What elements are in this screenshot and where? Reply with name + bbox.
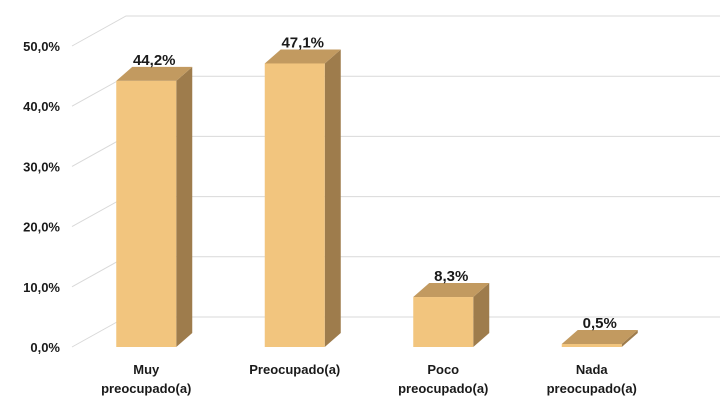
- bar-side: [621, 329, 638, 347]
- x-tick-line: preocupado(a): [547, 381, 637, 396]
- bar-side: [324, 49, 341, 347]
- x-tick-line: Preocupado(a): [249, 362, 340, 377]
- x-tick-label: Preocupado(a): [249, 362, 340, 377]
- bar-top: [413, 283, 490, 298]
- bar: [413, 283, 490, 347]
- x-tick-label: Nada preocupado(a): [547, 362, 637, 396]
- y-tick-label: 10,0%: [23, 280, 60, 295]
- x-axis-ticks: Muy preocupado(a) Preocupado(a) Poco preocup…: [101, 362, 637, 396]
- bar-side: [473, 283, 490, 347]
- y-tick-label: 0,0%: [30, 340, 60, 355]
- data-label: 8,3%: [434, 268, 468, 285]
- data-labels: 44,2% 47,1% 8,3% 0,5%: [133, 34, 617, 332]
- gridline: [71, 15, 720, 47]
- x-tick-label: Poco preocupado(a): [398, 362, 488, 396]
- bar: [264, 49, 341, 347]
- bar: [561, 329, 638, 347]
- data-label: 47,1%: [281, 34, 324, 51]
- x-tick-line: Muy: [133, 362, 160, 377]
- bar-front: [116, 80, 177, 347]
- bar-top: [116, 66, 193, 81]
- x-tick-line: preocupado(a): [101, 381, 191, 396]
- y-tick-label: 50,0%: [23, 39, 60, 54]
- bar: [116, 66, 193, 347]
- bar-top: [264, 49, 341, 64]
- x-tick-line: Poco: [427, 362, 459, 377]
- bars: [116, 49, 638, 347]
- bar-front: [413, 297, 474, 347]
- y-axis-ticks: 0,0% 10,0% 20,0% 30,0% 40,0% 50,0%: [23, 39, 60, 355]
- x-tick-line: Nada: [576, 362, 609, 377]
- data-label: 44,2%: [133, 52, 176, 69]
- bar-front: [561, 343, 622, 347]
- x-tick-line: preocupado(a): [398, 381, 488, 396]
- y-tick-label: 40,0%: [23, 99, 60, 114]
- y-tick-label: 30,0%: [23, 159, 60, 174]
- bar-top: [561, 329, 638, 344]
- bar-front: [264, 63, 325, 347]
- bar-side: [176, 66, 193, 347]
- x-tick-label: Muy preocupado(a): [101, 362, 191, 396]
- data-label: 0,5%: [583, 315, 617, 332]
- y-tick-label: 20,0%: [23, 220, 60, 235]
